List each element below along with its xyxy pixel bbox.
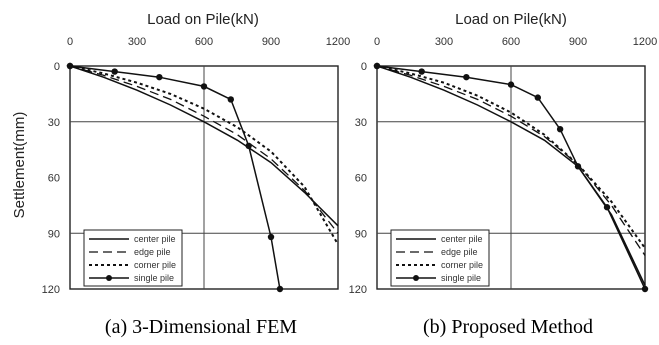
chart-a-x-tick-label: 300 [128,36,146,48]
chart-b-x-ticks: 0 300 600 900 1200 [374,36,657,48]
chart-b-y-tick-label: 30 [355,117,367,129]
chart-b-point-single-pile [418,68,425,75]
chart-a-series [66,62,339,293]
chart-a-caption: (a) 3-Dimensional FEM [105,316,297,338]
chart-b-legend-label: corner pile [441,260,483,270]
chart-a-series-corner-pile [69,65,339,245]
chart-b-legend-label: single pile [441,273,481,283]
chart-a-x-tick-label: 600 [195,36,213,48]
chart-a-y-tick-label: 90 [48,228,60,240]
chart-b-point-single-pile [373,62,381,70]
chart-a-y-tick-label: 120 [42,284,60,296]
chart-b-legend-label: center pile [441,234,483,244]
chart-a-y-tick-label: 30 [48,117,60,129]
chart-b-point-single-pile [507,81,515,88]
chart-b-point-single-pile [534,94,541,101]
chart-b-caption: (b) Proposed Method [423,316,593,338]
chart-a-legend-label: center pile [134,234,176,244]
chart-b-y-tick-label: 60 [355,173,367,185]
chart-b-y-tick-label: 120 [349,284,367,296]
chart-b-legend-marker [413,275,419,281]
chart-b-x-tick-label: 600 [502,36,520,48]
chart-a-point-single-pile [245,142,252,150]
chart-a-y-tick-label: 60 [48,173,60,185]
chart-a-point-single-pile [227,96,234,103]
chart-a-point-single-pile [276,285,284,293]
chart-a-y-ticks: 0 30 60 90 120 [42,61,60,296]
chart-b-point-single-pile [556,125,564,133]
y-axis-title: Settlement(mm) [11,112,28,219]
chart-a-legend-label: single pile [134,273,174,283]
chart-a-series-center-pile [69,65,339,227]
chart-a-point-single-pile [111,68,118,75]
chart-a-point-single-pile [267,233,275,241]
chart-b-x-tick-label: 0 [374,36,380,48]
chart-a-legend: center pile edge pile corner pile single pi… [83,229,183,287]
chart-b-series-edge-pile [376,65,646,256]
chart-b-legend-label: edge pile [441,247,478,257]
chart-a-legend-marker [106,275,112,281]
chart-b-x-tick-label: 900 [569,36,587,48]
chart-a-point-single-pile [156,73,163,81]
chart-a-point-single-pile [66,62,74,70]
chart-a-x-tick-label: 1200 [326,36,350,48]
chart-a-legend-label: corner pile [134,260,176,270]
chart-a-x-axis-title: Load on Pile(kN) [147,11,259,28]
chart-a-series-single-pile [69,65,281,290]
chart-b-x-tick-label: 300 [435,36,453,48]
chart-b-x-tick-label: 1200 [633,36,657,48]
chart-b-point-single-pile [641,285,649,293]
chart-panel-b: Load on Pile(kN) 0 300 600 900 1200 0 30 60 90 1… [349,11,658,338]
chart-a-y-tick-label: 0 [54,61,60,73]
chart-b-series [373,62,649,293]
chart-a-x-ticks: 0 300 600 900 1200 [67,36,350,48]
chart-b-legend: center pile edge pile corner pile single pi… [390,229,490,287]
chart-b-series-corner-pile [376,65,646,249]
chart-b-x-axis-title: Load on Pile(kN) [455,11,567,28]
chart-a-x-tick-label: 900 [262,36,280,48]
chart-b-y-ticks: 0 30 60 90 120 [349,61,367,296]
chart-panel-a: Load on Pile(kN) 0 300 600 900 1200 0 30 60 90 1… [42,11,351,338]
chart-a-point-single-pile [200,83,208,90]
chart-b-point-single-pile [574,163,582,170]
chart-a-legend-label: edge pile [134,247,171,257]
chart-b-point-single-pile [463,73,470,81]
chart-b-point-single-pile [603,204,611,211]
chart-a-x-tick-label: 0 [67,36,73,48]
chart-a-series-edge-pile [69,65,339,234]
chart-b-y-tick-label: 90 [355,228,367,240]
chart-b-y-tick-label: 0 [361,61,367,73]
